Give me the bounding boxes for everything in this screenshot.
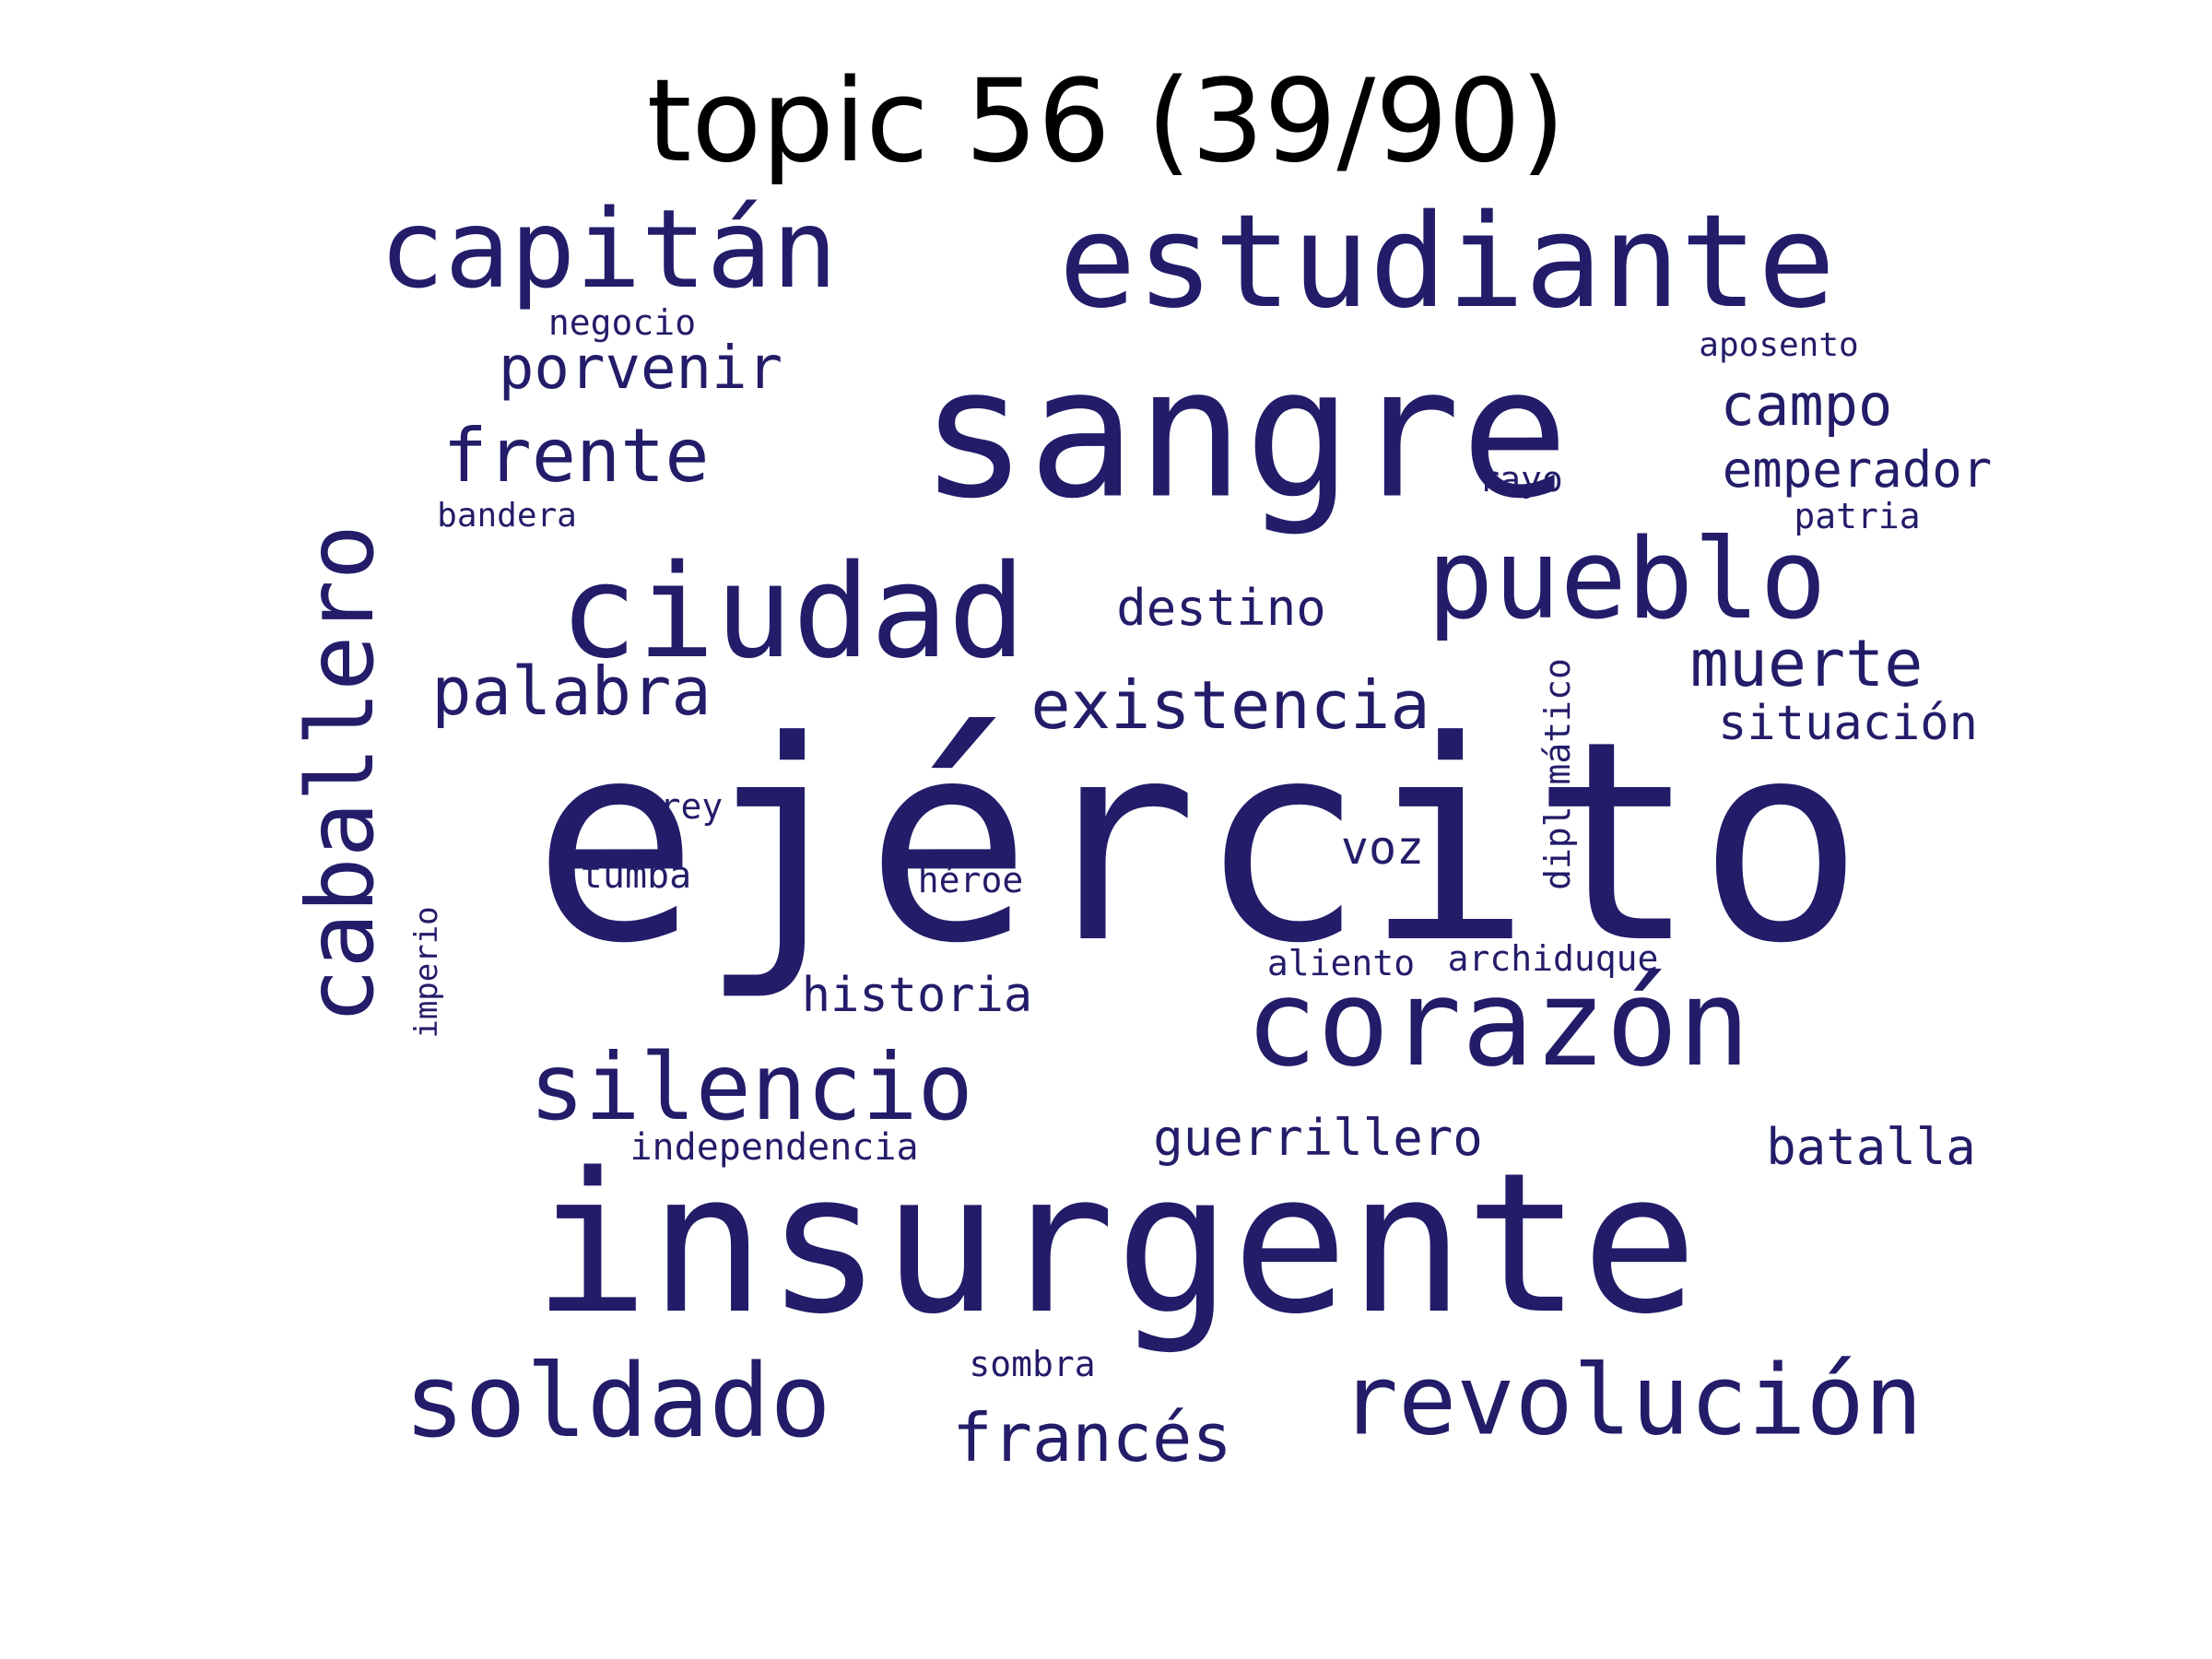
word-aposento: aposento <box>1699 326 1859 364</box>
word-capitan: capitán <box>379 185 838 312</box>
word-aliento: aliento <box>1266 943 1416 983</box>
word-bandera: bandera <box>437 497 577 535</box>
word-campo: campo <box>1720 371 1893 439</box>
word-soldado: soldado <box>404 1342 831 1460</box>
word-guerrillero: guerrillero <box>1153 1109 1483 1167</box>
word-silencio: silencio <box>529 1033 973 1141</box>
word-insurgente: insurgente <box>532 1131 1699 1357</box>
word-negocio: negocio <box>547 302 697 343</box>
word-imperio: imperio <box>408 906 445 1039</box>
chart-title: topic 56 (39/90) <box>646 55 1566 188</box>
word-porvenir: porvenir <box>498 335 783 403</box>
word-frente: frente <box>442 413 710 499</box>
word-heroe: héroe <box>917 860 1024 900</box>
word-historia: historia <box>801 968 1033 1023</box>
word-corazon: corazón <box>1245 953 1750 1093</box>
word-rayo: rayo <box>1478 459 1563 500</box>
word-frances: francés <box>952 1399 1232 1477</box>
word-existencia: existencia <box>1030 666 1430 744</box>
word-sombra: sombra <box>969 1344 1096 1384</box>
word-ejercito: ejército <box>532 682 1865 1004</box>
word-voz: voz <box>1340 821 1425 875</box>
word-tumba: tumba <box>580 854 692 897</box>
word-situacion: situación <box>1718 696 1978 751</box>
word-sangre: sangre <box>919 328 1570 538</box>
word-destino: destino <box>1116 579 1326 637</box>
word-revolucion: revolución <box>1339 1344 1924 1457</box>
word-palabra: palabra <box>431 653 712 730</box>
word-emperador: emperador <box>1722 441 1993 499</box>
word-rey: rey <box>659 786 724 827</box>
word-batalla: batalla <box>1766 1118 1976 1176</box>
word-patria: patria <box>1794 496 1921 536</box>
word-caballero: caballero <box>287 524 394 1024</box>
word-ciudad: ciudad <box>559 537 1026 688</box>
word-pueblo: pueblo <box>1427 516 1827 644</box>
word-diplomatico: diplomático <box>1537 658 1578 890</box>
word-muerte: muerte <box>1689 626 1924 701</box>
word-independencia: independencia <box>629 1126 919 1169</box>
word-archiduque: archiduque <box>1447 938 1659 979</box>
word-estudiante: estudiante <box>1058 187 1836 337</box>
